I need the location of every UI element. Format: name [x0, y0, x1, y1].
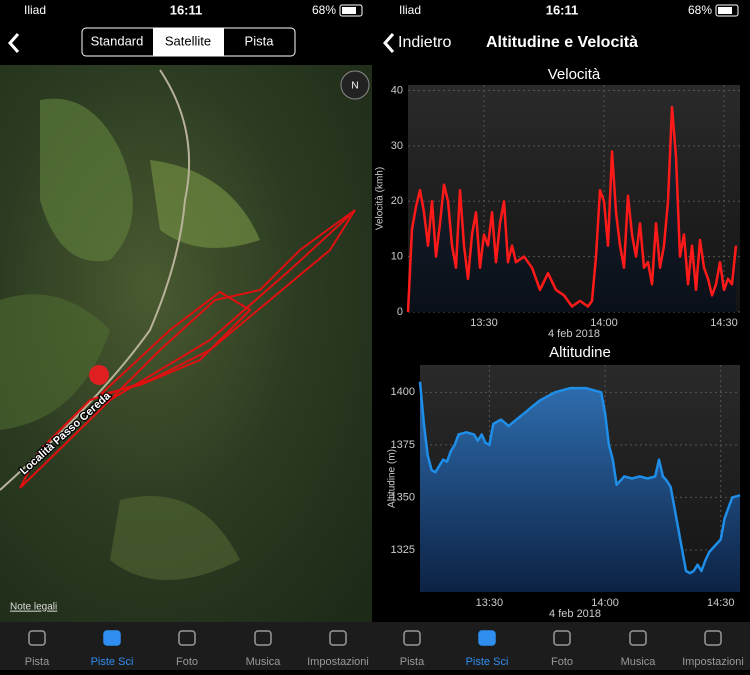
x-axis-sublabel: 4 feb 2018 — [549, 608, 601, 620]
tab-icon[interactable] — [329, 630, 347, 646]
tab-icon[interactable] — [553, 630, 571, 646]
tab-icon[interactable] — [629, 630, 647, 646]
tab-bar — [0, 622, 750, 670]
battery-level — [718, 7, 732, 14]
tab-label[interactable]: Pista — [400, 656, 425, 668]
tab-label[interactable]: Musica — [246, 656, 282, 668]
back-button[interactable]: Indietro — [398, 34, 451, 51]
tab-label[interactable]: Impostazioni — [682, 656, 744, 668]
battery: 68% — [688, 3, 712, 17]
back-button[interactable] — [7, 33, 20, 53]
tab-label[interactable]: Impostazioni — [307, 656, 369, 668]
chart-title: Altitudine — [549, 344, 611, 361]
tabs: Pista Piste Sci Foto Musica Impostazioni Pist… — [25, 630, 744, 668]
x-tick-label: 14:00 — [590, 317, 618, 329]
tab-icon[interactable] — [103, 630, 121, 646]
y-tick-label: 20 — [391, 195, 403, 207]
tab-icon[interactable] — [178, 630, 196, 646]
carrier: Iliad — [399, 3, 421, 17]
x-tick-label: 13:30 — [476, 597, 504, 609]
segment-selected — [153, 28, 224, 56]
tab-label[interactable]: Musica — [621, 656, 657, 668]
area-fill — [420, 381, 740, 592]
tab-icon[interactable] — [403, 630, 421, 646]
battery-level — [342, 7, 356, 14]
segmented-control: Standard Satellite Pista — [81, 27, 296, 57]
segment[interactable]: Satellite — [165, 33, 211, 48]
tab-label[interactable]: Pista — [25, 656, 50, 668]
line-series — [418, 381, 741, 575]
y-tick-label: 1350 — [391, 491, 415, 503]
tab-icon[interactable] — [254, 630, 272, 646]
segment[interactable]: Standard — [91, 33, 144, 48]
back-arrow[interactable] — [382, 33, 395, 53]
x-tick-label: 13:30 — [470, 317, 498, 329]
tab-label[interactable]: Piste Sci — [91, 656, 134, 668]
charts: Velocità Velocità (kmh) 0 10 20 30 40 13:30 14:0… — [375, 66, 741, 620]
y-axis-label: Altitudine (m) — [387, 449, 398, 508]
tab-icon[interactable] — [28, 630, 46, 646]
nav-title: Altitudine e Velocità — [486, 34, 638, 51]
legal-link[interactable]: Note legali — [10, 602, 57, 613]
battery-icon — [715, 4, 739, 17]
battery-icon — [339, 4, 363, 17]
carrier: Iliad — [24, 3, 46, 17]
tab-icon[interactable] — [478, 630, 496, 646]
segment[interactable]: Pista — [245, 33, 275, 48]
clock: 16:11 — [546, 2, 579, 17]
tab-label[interactable]: Foto — [176, 656, 198, 668]
x-tick-label: 14:30 — [710, 317, 738, 329]
battery: 68% — [312, 3, 336, 17]
y-tick-label: 10 — [391, 251, 403, 263]
x-tick-label: 14:30 — [707, 597, 735, 609]
tab-label[interactable]: Piste Sci — [466, 656, 509, 668]
tab-icon[interactable] — [704, 630, 722, 646]
x-axis-sublabel: 4 feb 2018 — [548, 328, 600, 340]
x-tick-label: 14:00 — [591, 597, 619, 609]
line-series — [406, 105, 738, 313]
y-tick-label: 40 — [391, 84, 403, 96]
tab-label[interactable]: Foto — [551, 656, 573, 668]
chart-title: Velocità — [548, 66, 601, 83]
y-axis-label: Velocità (kmh) — [375, 167, 386, 230]
y-tick-label: 30 — [391, 140, 403, 152]
clock: 16:11 — [170, 2, 203, 17]
y-tick-label: 1325 — [391, 544, 415, 556]
y-tick-label: 0 — [397, 306, 403, 318]
map[interactable]: N — [0, 65, 372, 622]
y-tick-label: 1400 — [391, 386, 415, 398]
y-tick-label: 1375 — [391, 439, 415, 451]
compass-n: N — [351, 81, 358, 92]
